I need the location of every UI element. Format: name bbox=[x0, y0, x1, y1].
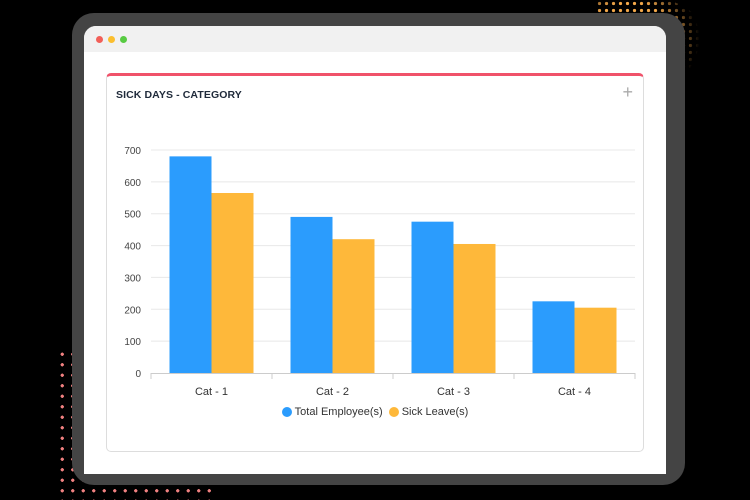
x-tick-label: Cat - 3 bbox=[437, 386, 470, 398]
legend-label: Total Employee(s) bbox=[294, 406, 383, 418]
x-tick-label: Cat - 1 bbox=[195, 386, 228, 398]
y-tick-label: 300 bbox=[124, 273, 141, 284]
bar-total-employees[interactable] bbox=[532, 301, 575, 373]
legend-item-total-employees[interactable]: Total Employee(s) bbox=[281, 406, 383, 418]
y-tick-label: 600 bbox=[124, 178, 141, 189]
bar-total-employees[interactable] bbox=[290, 216, 333, 373]
card-title: SICK DAYS - CATEGORY bbox=[116, 89, 242, 101]
x-tick-label: Cat - 4 bbox=[558, 386, 591, 398]
window-titlebar bbox=[84, 26, 666, 52]
bar-chart: 0 100 200 300 400 500 600 700 Cat - 1 Cat - 2 Cat … bbox=[124, 146, 636, 398]
legend-marker-icon bbox=[388, 407, 399, 417]
browser-window: SICK DAYS - CATEGORY + 0 100 200 300 400 500 6… bbox=[84, 26, 666, 474]
maximize-window-icon[interactable] bbox=[120, 36, 127, 43]
plus-icon[interactable]: + bbox=[622, 82, 633, 102]
chart-legend: Total Employee(s) Sick Leave(s) bbox=[107, 406, 643, 420]
legend-marker-icon bbox=[281, 407, 292, 417]
chart-card: SICK DAYS - CATEGORY + 0 100 200 300 400 500 6… bbox=[106, 73, 644, 452]
y-tick-label: 200 bbox=[124, 305, 141, 316]
y-tick-label: 400 bbox=[124, 242, 141, 253]
bar-sick-leaves[interactable] bbox=[453, 243, 496, 373]
legend-item-sick-leaves[interactable]: Sick Leave(s) bbox=[388, 406, 469, 418]
bar-total-employees[interactable] bbox=[411, 221, 454, 373]
x-tick-label: Cat - 2 bbox=[316, 386, 349, 398]
bar-total-employees[interactable] bbox=[169, 156, 212, 373]
y-tick-label: 700 bbox=[124, 146, 141, 157]
bar-sick-leaves[interactable] bbox=[332, 239, 375, 373]
y-tick-label: 0 bbox=[135, 369, 141, 380]
bar-sick-leaves[interactable] bbox=[574, 307, 617, 373]
y-tick-label: 100 bbox=[124, 337, 141, 348]
minimize-window-icon[interactable] bbox=[108, 36, 115, 43]
legend-label: Sick Leave(s) bbox=[401, 406, 469, 418]
close-window-icon[interactable] bbox=[96, 36, 103, 43]
bar-sick-leaves[interactable] bbox=[211, 193, 254, 373]
y-tick-label: 500 bbox=[124, 210, 141, 221]
